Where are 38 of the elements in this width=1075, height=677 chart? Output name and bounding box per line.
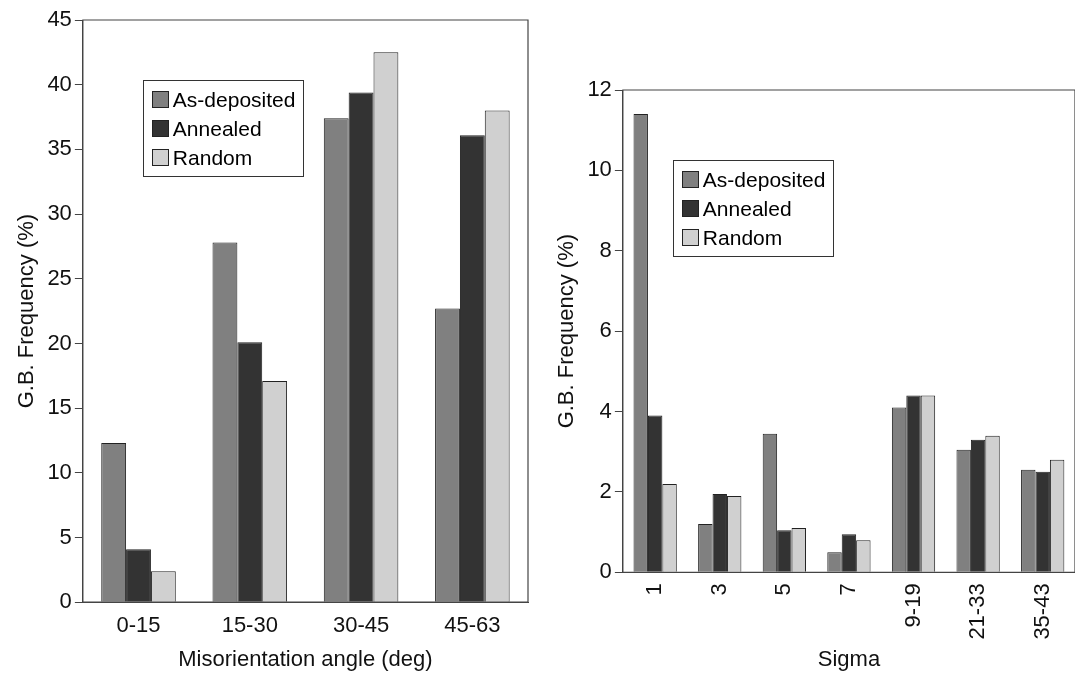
x-tick-label: 30-45 (332, 612, 390, 638)
y-tick-label: 5 (59, 523, 72, 549)
x-tick-label: 7 (835, 583, 860, 596)
legend-label: Annealed (172, 116, 262, 142)
y-tick-label: 40 (47, 70, 72, 96)
y-tick-label: 35 (47, 135, 72, 161)
y-tick-label: 15 (47, 394, 72, 420)
y-axis-title: G.B. Frequency (%) (13, 213, 39, 409)
x-tick-label: 15-30 (221, 612, 278, 638)
x-tick-label: 5 (770, 583, 796, 596)
y-tick-label: 25 (47, 264, 72, 290)
x-tick-label: 9-19 (899, 583, 925, 628)
legend-label: As-deposited (702, 167, 826, 193)
x-tick-label: 1 (641, 583, 667, 596)
legend-label: Annealed (702, 196, 792, 222)
y-tick-label: 2 (599, 478, 612, 504)
x-tick-label: 35-43 (1028, 583, 1054, 640)
y-tick-label: 6 (599, 317, 612, 343)
y-axis-title: G.B. Frequency (%) (553, 233, 579, 429)
x-tick-label: 45-63 (444, 612, 501, 638)
x-tick-label: 3 (705, 583, 731, 596)
legend-label: As-deposited (172, 87, 296, 113)
legend-label: Random (702, 225, 783, 251)
x-tick-label: 21-33 (964, 583, 990, 640)
y-tick-label: 0 (59, 588, 72, 614)
x-axis-title: Misorientation angle (deg) (178, 645, 433, 671)
y-tick-label: 10 (587, 156, 612, 182)
x-axis-title: Sigma (817, 645, 881, 671)
y-tick-label: 20 (47, 329, 72, 355)
y-tick-label: 0 (599, 558, 612, 584)
y-tick-label: 30 (47, 200, 72, 226)
legend-label: Random (172, 145, 253, 171)
x-tick-label: 0-15 (116, 612, 161, 638)
y-tick-label: 4 (599, 397, 612, 423)
y-tick-label: 12 (587, 76, 612, 102)
y-tick-label: 8 (599, 236, 612, 262)
y-tick-label: 45 (47, 6, 72, 32)
y-tick-label: 10 (47, 458, 72, 484)
